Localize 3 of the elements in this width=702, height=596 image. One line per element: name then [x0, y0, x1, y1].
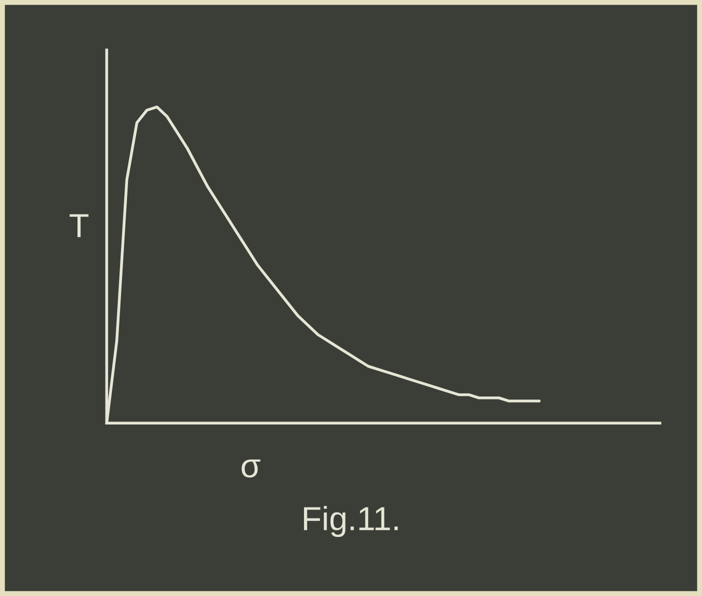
caption: Fig.11.: [304, 506, 398, 538]
y-axis-title: T: [70, 214, 88, 238]
x-axis-title: σ: [242, 460, 260, 478]
